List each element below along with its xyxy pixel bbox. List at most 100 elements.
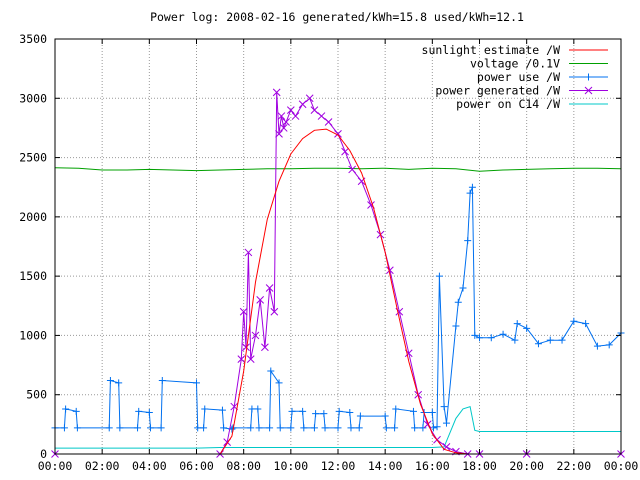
data-point [334, 130, 342, 138]
series-line [219, 128, 468, 455]
data-point [435, 272, 443, 280]
data-point [348, 165, 357, 174]
data-point [72, 407, 80, 415]
data-point [334, 424, 342, 432]
data-point [391, 424, 399, 432]
data-point [392, 405, 400, 413]
data-point [355, 424, 363, 432]
data-point [356, 412, 364, 420]
data-point [251, 331, 260, 340]
legend-marker [584, 86, 593, 95]
data-point [593, 342, 601, 350]
data-point [267, 367, 275, 375]
data-point [534, 340, 542, 348]
y-tick-label: 3500 [19, 32, 47, 46]
data-point [312, 410, 320, 418]
data-point [239, 307, 248, 316]
data-point [288, 407, 296, 415]
x-tick-label: 10:00 [274, 459, 309, 473]
data-point [220, 424, 228, 432]
grid-lines [55, 39, 621, 454]
legend-label: voltage /0.1V [470, 57, 560, 71]
y-tick-label: 500 [26, 388, 47, 402]
series-line [55, 405, 621, 449]
data-point [134, 424, 142, 432]
x-tick-label: 16:00 [415, 459, 450, 473]
data-point [511, 336, 519, 344]
data-point [200, 424, 208, 432]
data-point [145, 409, 153, 416]
data-point [242, 343, 250, 352]
data-point [298, 100, 307, 109]
data-point [158, 376, 166, 384]
data-point [275, 130, 283, 138]
data-point [409, 407, 417, 415]
data-point [335, 407, 343, 415]
y-tick-label: 2000 [19, 210, 47, 224]
x-tick-label: 08:00 [226, 459, 261, 473]
data-point [272, 88, 281, 97]
data-point [324, 118, 333, 126]
data-point [193, 379, 200, 387]
x-tick-label: 06:00 [179, 459, 214, 473]
data-point [147, 424, 155, 432]
data-point [386, 266, 394, 275]
data-point [116, 424, 124, 432]
data-point [347, 424, 355, 432]
data-point [135, 407, 143, 415]
legend-label: power on C14 /W [456, 97, 560, 111]
chart-title: Power log: 2008-02-16 generated/kWh=15.8… [150, 10, 524, 24]
data-point [476, 334, 483, 342]
data-point [430, 424, 438, 432]
data-point [247, 424, 255, 432]
data-point [381, 412, 389, 420]
x-tick-label: 12:00 [321, 459, 356, 473]
data-point [282, 118, 290, 126]
data-point [201, 405, 209, 413]
data-point [310, 424, 318, 432]
data-point [266, 424, 274, 432]
data-point [105, 424, 113, 432]
data-point [459, 284, 467, 292]
data-point [523, 324, 531, 332]
data-point [466, 189, 474, 197]
legend-marker [585, 73, 592, 81]
data-point [346, 409, 354, 416]
data-point [246, 355, 255, 363]
x-tick-label: 04:00 [132, 459, 167, 473]
data-point [287, 424, 295, 432]
x-tick-label: 18:00 [462, 459, 497, 473]
series-line [54, 167, 622, 172]
data-point [279, 124, 288, 132]
y-tick-label: 3000 [19, 91, 47, 105]
data-point [454, 298, 462, 306]
data-point [305, 94, 314, 103]
legend-label: power generated /W [435, 84, 560, 98]
y-tick-label: 0 [40, 447, 47, 461]
data-point [270, 307, 279, 316]
series-power-use-w [51, 183, 625, 433]
data-point [452, 322, 460, 330]
data-point [194, 424, 202, 432]
data-point [320, 410, 328, 418]
data-point [244, 248, 253, 257]
x-tick-label: 20:00 [509, 459, 544, 473]
data-point [499, 330, 507, 338]
data-point [433, 423, 441, 431]
data-point [237, 355, 246, 363]
data-point [299, 407, 307, 415]
y-tick-label: 1500 [19, 269, 47, 283]
data-point [558, 336, 566, 344]
x-tick-label: 22:00 [557, 459, 592, 473]
data-point [277, 112, 286, 120]
data-point [291, 112, 300, 120]
data-point [464, 237, 472, 245]
data-point [428, 409, 436, 416]
data-point [106, 376, 114, 384]
series-voltage-0-1v [54, 167, 622, 172]
data-point [286, 106, 295, 114]
x-tick-label: 14:00 [368, 459, 403, 473]
legend-label: power use /W [477, 70, 560, 84]
